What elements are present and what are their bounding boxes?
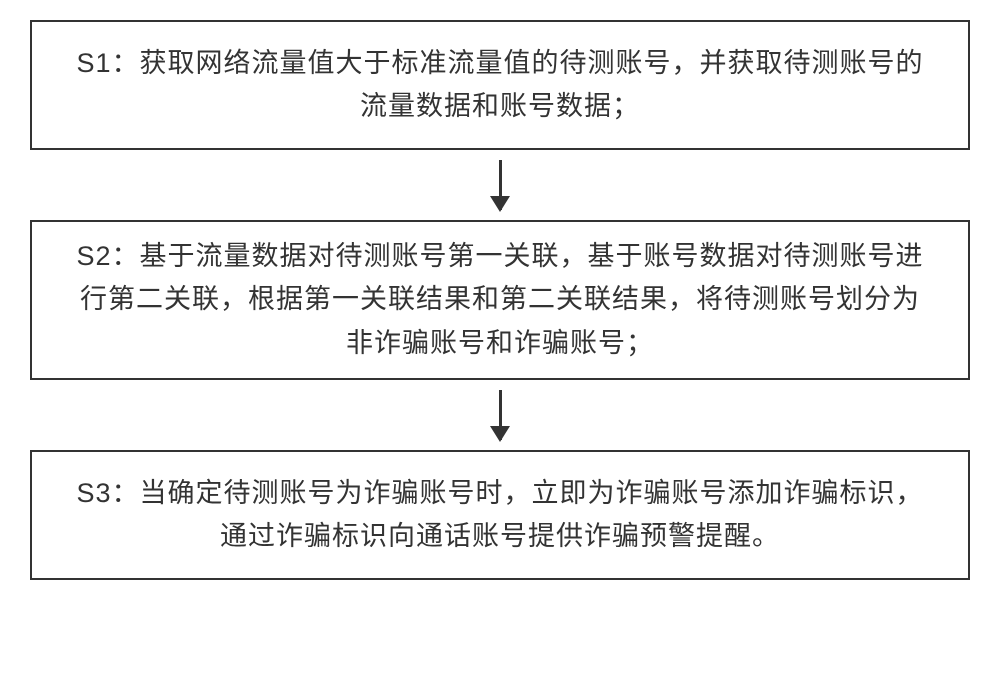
flow-step-2-text: S2：基于流量数据对待测账号第一关联，基于账号数据对待测账号进行第二关联，根据第… — [72, 235, 928, 365]
flow-step-2: S2：基于流量数据对待测账号第一关联，基于账号数据对待测账号进行第二关联，根据第… — [30, 220, 970, 380]
arrow-icon — [499, 390, 502, 440]
arrow-1-to-2 — [30, 150, 970, 220]
arrow-icon — [499, 160, 502, 210]
flow-step-3-text: S3：当确定待测账号为诈骗账号时，立即为诈骗账号添加诈骗标识，通过诈骗标识向通话… — [72, 472, 928, 558]
flow-step-3: S3：当确定待测账号为诈骗账号时，立即为诈骗账号添加诈骗标识，通过诈骗标识向通话… — [30, 450, 970, 580]
flow-step-1: S1：获取网络流量值大于标准流量值的待测账号，并获取待测账号的流量数据和账号数据… — [30, 20, 970, 150]
flow-step-1-text: S1：获取网络流量值大于标准流量值的待测账号，并获取待测账号的流量数据和账号数据… — [72, 42, 928, 128]
arrow-2-to-3 — [30, 380, 970, 450]
